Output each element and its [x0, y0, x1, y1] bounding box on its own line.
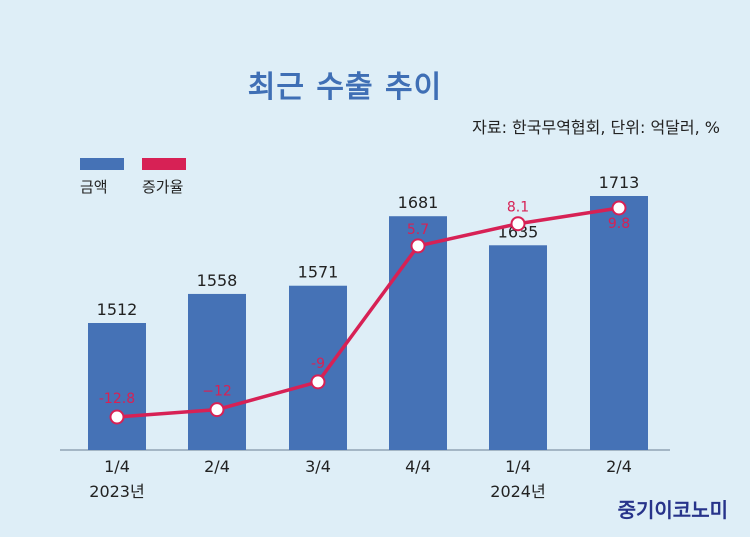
- growth-point-5: [510, 216, 526, 232]
- legend-swatch-amount: [80, 158, 124, 170]
- bar-4: [389, 216, 447, 450]
- bar-6: [590, 196, 648, 450]
- bar-value-label-6: 1713: [599, 173, 640, 192]
- legend-swatch-growth: [142, 158, 186, 170]
- growth-point-3: [310, 374, 326, 390]
- bar-value-label-4: 1681: [398, 193, 439, 212]
- legend-item-amount: 금액: [80, 158, 124, 197]
- x-tick-label-2: 2/4: [204, 457, 230, 476]
- growth-line: [116, 206, 620, 419]
- source-note: 자료: 한국무역협회, 단위: 억달러, %: [472, 118, 720, 137]
- bar-3: [289, 285, 347, 450]
- legend-label-growth: 증가율: [142, 178, 184, 196]
- legend-item-growth: 증가율: [142, 158, 186, 197]
- x-tick-label-1: 1/4: [104, 457, 130, 476]
- growth-value-label-3: -9: [311, 356, 325, 372]
- x-year-label-1: 2023년: [89, 482, 144, 501]
- brand-logo: 중기이코노미: [617, 498, 728, 522]
- x-tick-label-6: 2/4: [606, 457, 632, 476]
- growth-point-2: [209, 402, 225, 418]
- growth-value-label-4: 5.7: [407, 222, 429, 238]
- growth-value-label-5: 8.1: [507, 200, 529, 216]
- growth-point-1: [109, 409, 125, 425]
- x-tick-label-4: 4/4: [405, 457, 431, 476]
- growth-value-label-1: -12.8: [99, 391, 135, 407]
- x-tick-label-3: 3/4: [305, 457, 331, 476]
- growth-point-4: [410, 238, 426, 254]
- bar-value-label-2: 1558: [197, 271, 238, 290]
- bar-value-label-3: 1571: [298, 263, 339, 282]
- bar-5: [489, 245, 547, 450]
- legend-label-amount: 금액: [80, 178, 108, 196]
- growth-value-label-6: 9.8: [608, 216, 630, 232]
- x-year-label-5: 2024년: [490, 482, 545, 501]
- growth-value-label-2: −12: [202, 384, 232, 400]
- bar-1: [88, 323, 146, 450]
- x-tick-label-5: 1/4: [505, 457, 531, 476]
- bar-value-label-1: 1512: [97, 300, 138, 319]
- growth-point-6: [611, 200, 627, 216]
- chart-title: 최근 수출 추이: [247, 70, 443, 105]
- bar-2: [188, 293, 246, 450]
